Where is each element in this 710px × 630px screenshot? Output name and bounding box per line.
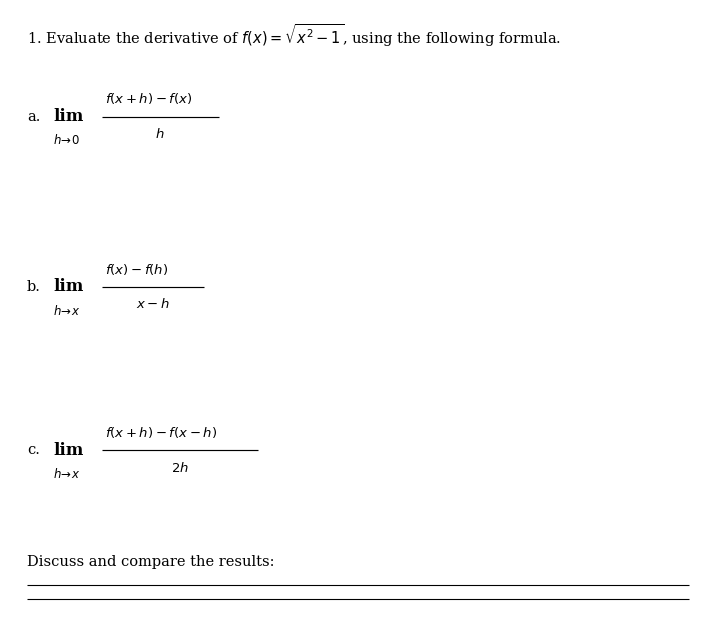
Text: $2h$: $2h$ xyxy=(170,461,189,475)
Text: $h\!\to\!0$: $h\!\to\!0$ xyxy=(53,134,80,147)
Text: 1. Evaluate the derivative of $f(x) = \sqrt{x^2-1}$, using the following formula: 1. Evaluate the derivative of $f(x) = \s… xyxy=(27,22,561,49)
Text: $h\!\to\!x$: $h\!\to\!x$ xyxy=(53,467,80,481)
Text: c.: c. xyxy=(27,444,40,457)
Text: lim: lim xyxy=(53,108,84,125)
Text: $h$: $h$ xyxy=(155,127,165,141)
Text: $h\!\to\!x$: $h\!\to\!x$ xyxy=(53,304,80,318)
Text: $x-h$: $x-h$ xyxy=(136,297,170,311)
Text: a.: a. xyxy=(27,110,40,123)
Text: Discuss and compare the results:: Discuss and compare the results: xyxy=(27,555,275,569)
Text: $f(x+h)-f(x-h)$: $f(x+h)-f(x-h)$ xyxy=(105,425,217,440)
Text: lim: lim xyxy=(53,442,84,459)
Text: lim: lim xyxy=(53,278,84,295)
Text: $f(x)-f(h)$: $f(x)-f(h)$ xyxy=(105,261,168,277)
Text: b.: b. xyxy=(27,280,41,294)
Text: $f(x+h)-f(x)$: $f(x+h)-f(x)$ xyxy=(105,91,192,106)
